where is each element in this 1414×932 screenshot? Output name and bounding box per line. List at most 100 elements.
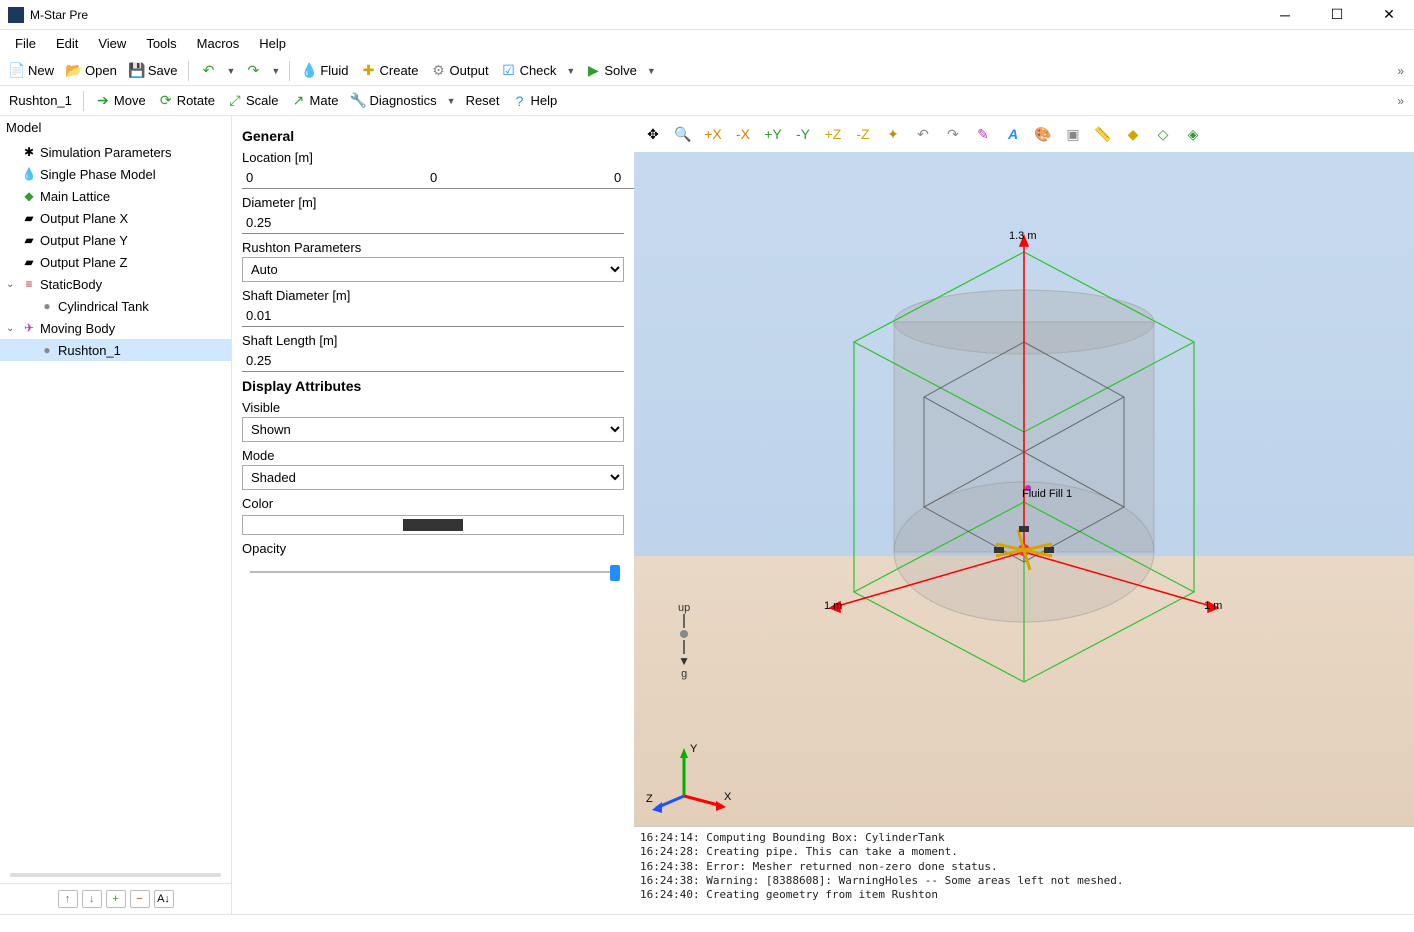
viewport-3d[interactable]: Fluid Fill 1 1.3 m 1 m 1 m up ▼ g Y X — [634, 152, 1414, 826]
wire-icon[interactable]: ◇ — [1150, 121, 1176, 147]
rotate-button[interactable]: ⟳Rotate — [153, 91, 220, 111]
check-button[interactable]: ☑Check — [496, 61, 562, 81]
move-icon: ➔ — [95, 93, 111, 109]
tree-item-output-plane-z[interactable]: ▰Output Plane Z — [0, 251, 231, 273]
tree-node-label: StaticBody — [40, 277, 102, 292]
plus-z-icon[interactable]: +Z — [820, 121, 846, 147]
separator — [83, 91, 84, 111]
tree-item-moving-body[interactable]: ⌄✈Moving Body — [0, 317, 231, 339]
minus-x-icon[interactable]: -X — [730, 121, 756, 147]
diameter-input[interactable] — [242, 212, 624, 234]
iso-icon[interactable]: ✦ — [880, 121, 906, 147]
redo-caret[interactable]: ▼ — [268, 66, 283, 76]
new-icon: 📄 — [9, 63, 25, 79]
shaft-length-input[interactable] — [242, 350, 624, 372]
solve-button[interactable]: ▶Solve — [580, 61, 642, 81]
location-y-input[interactable] — [426, 167, 610, 189]
tree-node-icon: ✈ — [22, 321, 36, 335]
model-tree[interactable]: ✱Simulation Parameters💧Single Phase Mode… — [0, 139, 231, 867]
visible-label: Visible — [242, 400, 624, 415]
menu-file[interactable]: File — [6, 33, 45, 54]
location-x-input[interactable] — [242, 167, 426, 189]
reset-button[interactable]: Reset — [461, 91, 505, 110]
visible-select[interactable]: Shown — [242, 417, 624, 442]
create-button[interactable]: ✚Create — [356, 61, 424, 81]
reset-caret[interactable]: ▼ — [444, 96, 459, 106]
context-name: Rushton_1 — [4, 91, 77, 110]
text-icon[interactable]: A — [1000, 121, 1026, 147]
plus-x-icon[interactable]: +X — [700, 121, 726, 147]
minus-y-icon[interactable]: -Y — [790, 121, 816, 147]
mode-select[interactable]: Shaded — [242, 465, 624, 490]
mate-button[interactable]: ↗Mate — [286, 91, 344, 111]
rushton-params-select[interactable]: Auto — [242, 257, 624, 282]
undo-caret[interactable]: ▼ — [223, 66, 238, 76]
color-label: Color — [242, 496, 624, 511]
plus-y-icon[interactable]: +Y — [760, 121, 786, 147]
expand-icon[interactable]: ⌄ — [6, 323, 18, 334]
fluid-button[interactable]: 💧Fluid — [296, 61, 353, 81]
general-header: General — [242, 128, 624, 144]
undo-button[interactable]: ↶ — [195, 61, 221, 81]
shaded-icon[interactable]: ◈ — [1180, 121, 1206, 147]
console-log[interactable]: 16:24:14: Computing Bounding Box: Cylind… — [634, 826, 1414, 914]
color-picker[interactable] — [242, 515, 624, 535]
move-button[interactable]: ➔Move — [90, 91, 151, 111]
probe-icon[interactable]: ✎ — [970, 121, 996, 147]
palette-icon[interactable]: 🎨 — [1030, 121, 1056, 147]
separator — [188, 61, 189, 81]
expand-icon[interactable]: ⌄ — [6, 279, 18, 290]
minimize-button[interactable]: ─ — [1268, 3, 1302, 27]
toolbar-overflow[interactable]: » — [1391, 94, 1410, 108]
tree-up-button[interactable]: ↑ — [58, 890, 78, 908]
check-caret[interactable]: ▼ — [563, 66, 578, 76]
opacity-slider[interactable] — [242, 562, 624, 582]
tree-item-simulation-parameters[interactable]: ✱Simulation Parameters — [0, 141, 231, 163]
tree-item-single-phase-model[interactable]: 💧Single Phase Model — [0, 163, 231, 185]
tree-splitter[interactable] — [10, 873, 221, 877]
help-button[interactable]: ?Help — [507, 91, 563, 111]
rotate-pos90-icon[interactable]: ↷ — [940, 121, 966, 147]
tree-down-button[interactable]: ↓ — [82, 890, 102, 908]
tree-item-main-lattice[interactable]: ◆Main Lattice — [0, 185, 231, 207]
tree-item-rushton-1[interactable]: ●Rushton_1 — [0, 339, 231, 361]
shaft-diameter-input[interactable] — [242, 305, 624, 327]
scale-button[interactable]: ⤢Scale — [222, 91, 284, 111]
mode-label: Mode — [242, 448, 624, 463]
menu-help[interactable]: Help — [250, 33, 295, 54]
toolbar-overflow[interactable]: » — [1391, 64, 1410, 78]
solid-icon[interactable]: ◆ — [1120, 121, 1146, 147]
axis-left-label: 1 m — [824, 600, 842, 612]
output-button[interactable]: ⚙Output — [426, 61, 494, 81]
solve-caret[interactable]: ▼ — [644, 66, 659, 76]
tree-item-output-plane-y[interactable]: ▰Output Plane Y — [0, 229, 231, 251]
menu-view[interactable]: View — [89, 33, 135, 54]
shaft-length-label: Shaft Length [m] — [242, 333, 624, 348]
model-tree-panel: Model ✱Simulation Parameters💧Single Phas… — [0, 116, 232, 914]
menu-macros[interactable]: Macros — [188, 33, 249, 54]
maximize-button[interactable]: ☐ — [1320, 3, 1354, 27]
minus-z-icon[interactable]: -Z — [850, 121, 876, 147]
tree-sort-button[interactable]: A↓ — [154, 890, 174, 908]
zoom-icon[interactable]: 🔍 — [670, 121, 696, 147]
fluid-icon: 💧 — [301, 63, 317, 79]
cube-icon[interactable]: ▣ — [1060, 121, 1086, 147]
tree-remove-button[interactable]: − — [130, 890, 150, 908]
tree-add-button[interactable]: + — [106, 890, 126, 908]
tree-item-cylindrical-tank[interactable]: ●Cylindrical Tank — [0, 295, 231, 317]
ruler-icon[interactable]: 📏 — [1090, 121, 1116, 147]
save-button[interactable]: 💾Save — [124, 61, 183, 81]
menu-tools[interactable]: Tools — [137, 33, 185, 54]
menu-edit[interactable]: Edit — [47, 33, 87, 54]
close-button[interactable]: ✕ — [1372, 3, 1406, 27]
new-button[interactable]: 📄New — [4, 61, 59, 81]
location-z-input[interactable] — [610, 167, 634, 189]
main-toolbar: 📄New 📂Open 💾Save ↶ ▼ ↷ ▼ 💧Fluid ✚Create … — [0, 56, 1414, 86]
redo-button[interactable]: ↷ — [240, 61, 266, 81]
tree-item-staticbody[interactable]: ⌄≡StaticBody — [0, 273, 231, 295]
open-button[interactable]: 📂Open — [61, 61, 122, 81]
rotate-neg90-icon[interactable]: ↶ — [910, 121, 936, 147]
fit-icon[interactable]: ✥ — [640, 121, 666, 147]
tree-item-output-plane-x[interactable]: ▰Output Plane X — [0, 207, 231, 229]
diagnostics-button[interactable]: 🔧Diagnostics — [345, 91, 441, 111]
